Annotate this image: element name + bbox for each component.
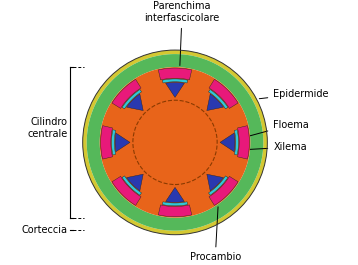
Polygon shape — [220, 133, 235, 152]
Polygon shape — [112, 176, 141, 205]
Polygon shape — [122, 90, 141, 109]
Polygon shape — [166, 187, 184, 202]
Text: Floema: Floema — [246, 120, 309, 137]
Polygon shape — [208, 176, 228, 195]
Text: Procambio: Procambio — [190, 207, 241, 262]
Polygon shape — [158, 68, 192, 80]
Polygon shape — [112, 79, 141, 108]
Polygon shape — [100, 67, 250, 218]
Polygon shape — [209, 176, 238, 205]
Polygon shape — [166, 82, 184, 98]
Polygon shape — [237, 126, 250, 159]
Text: Corteccia: Corteccia — [21, 224, 67, 235]
Text: Midollo: Midollo — [158, 205, 192, 215]
Polygon shape — [87, 54, 263, 231]
Polygon shape — [101, 126, 112, 159]
Polygon shape — [127, 174, 143, 191]
Polygon shape — [209, 79, 238, 108]
Text: Epidermide: Epidermide — [259, 89, 329, 99]
Polygon shape — [234, 130, 238, 155]
Polygon shape — [112, 130, 116, 155]
Polygon shape — [208, 90, 228, 109]
Polygon shape — [115, 133, 130, 152]
Polygon shape — [83, 50, 267, 235]
Polygon shape — [163, 202, 188, 206]
Text: Cilindro
centrale: Cilindro centrale — [27, 117, 67, 139]
Polygon shape — [158, 205, 192, 217]
Polygon shape — [207, 94, 223, 111]
Polygon shape — [163, 79, 188, 83]
Polygon shape — [122, 176, 141, 195]
Text: Xilema: Xilema — [235, 142, 307, 152]
Polygon shape — [207, 174, 223, 191]
Polygon shape — [127, 94, 143, 111]
Circle shape — [133, 100, 217, 184]
Text: Parenchima
interfascicolare: Parenchima interfascicolare — [145, 1, 220, 65]
